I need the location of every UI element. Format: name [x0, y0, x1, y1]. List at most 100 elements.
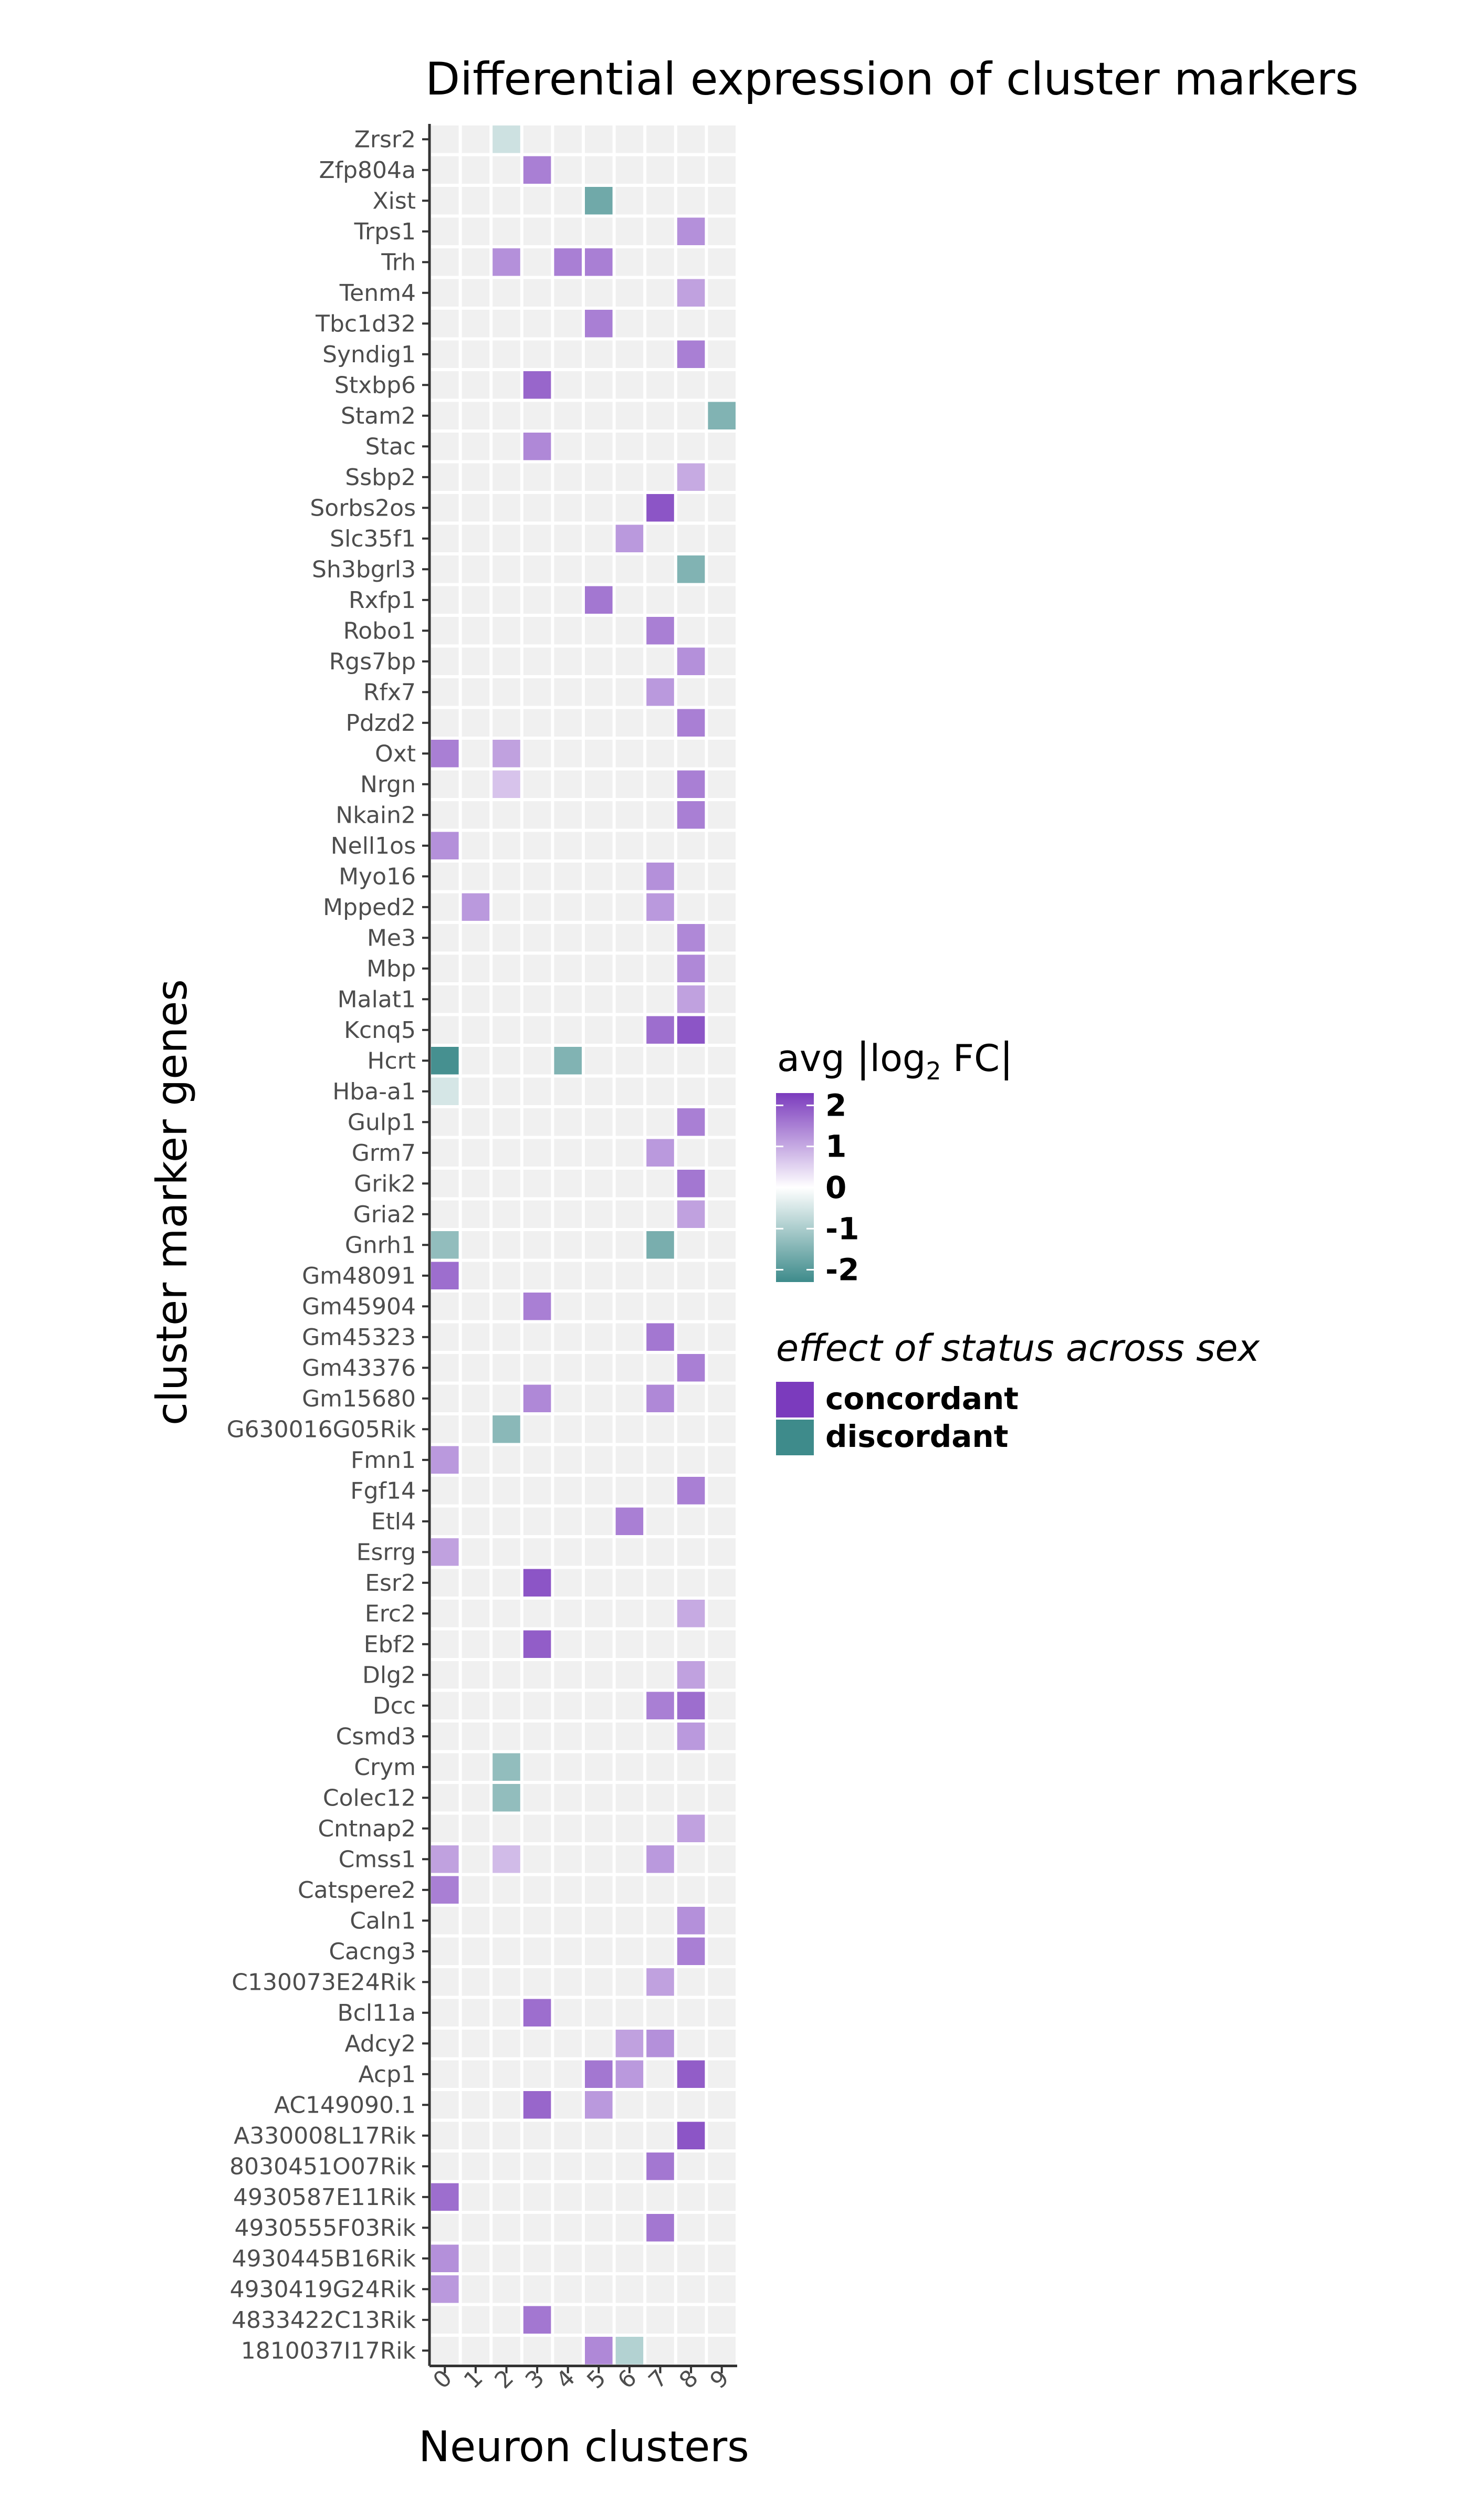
heatmap-empty-cell [554, 893, 582, 921]
heatmap-empty-cell [462, 1262, 490, 1289]
heatmap-cell-4930555F03Rik-7 [646, 2214, 674, 2242]
heatmap-empty-cell [677, 1446, 705, 1474]
heatmap-empty-cell [646, 125, 674, 153]
heatmap-empty-cell [554, 1784, 582, 1812]
heatmap-empty-cell [554, 924, 582, 952]
color-scale-ticks: 2 1 0 -1 -2 [776, 1088, 859, 1288]
heatmap-empty-cell [708, 310, 736, 338]
heatmap-cell-Ssbp2-8 [677, 463, 705, 491]
heatmap-empty-cell [523, 555, 551, 583]
heatmap-empty-cell [431, 1293, 459, 1320]
y-tick-label: Acp1 [359, 2061, 416, 2088]
heatmap-empty-cell [492, 1170, 520, 1198]
heatmap-empty-cell [523, 954, 551, 982]
heatmap-empty-cell [462, 1108, 490, 1136]
heatmap-empty-cell [615, 893, 644, 921]
heatmap-empty-cell [677, 371, 705, 399]
heatmap-empty-cell [554, 1538, 582, 1566]
y-tick-label: Dcc [373, 1693, 416, 1719]
status-legend-title: effect of status across sex [776, 1327, 1260, 1370]
heatmap-empty-cell [585, 647, 613, 675]
heatmap-empty-cell [615, 1538, 644, 1566]
heatmap-empty-cell [585, 1968, 613, 1996]
heatmap-empty-cell [585, 125, 613, 153]
heatmap-empty-cell [462, 2337, 490, 2365]
heatmap-empty-cell [708, 770, 736, 798]
y-tick-label: Myo16 [339, 863, 416, 890]
heatmap-empty-cell [492, 524, 520, 552]
heatmap-empty-cell [615, 1139, 644, 1167]
heatmap-empty-cell [615, 954, 644, 982]
heatmap-empty-cell [585, 524, 613, 552]
heatmap-empty-cell [431, 187, 459, 215]
y-tick-label: Crym [354, 1754, 416, 1781]
heatmap-empty-cell [708, 2306, 736, 2334]
heatmap-empty-cell [492, 1293, 520, 1320]
heatmap-empty-cell [431, 678, 459, 706]
heatmap-empty-cell [646, 1937, 674, 1965]
heatmap-cell-1810037I17Rik-6 [615, 2337, 644, 2365]
x-tick-label: 9 [705, 2365, 735, 2394]
heatmap-empty-cell [615, 1630, 644, 1658]
heatmap-empty-cell [492, 187, 520, 215]
heatmap-empty-cell [615, 1661, 644, 1689]
heatmap-empty-cell [523, 524, 551, 552]
heatmap-empty-cell [708, 1907, 736, 1935]
heatmap-empty-cell [646, 310, 674, 338]
heatmap-empty-cell [492, 1323, 520, 1351]
heatmap-empty-cell [492, 985, 520, 1013]
heatmap-empty-cell [523, 1047, 551, 1075]
heatmap-empty-cell [646, 1661, 674, 1689]
heatmap-empty-cell [523, 586, 551, 614]
y-tick-label: Gnrh1 [345, 1232, 416, 1258]
heatmap-empty-cell [646, 709, 674, 737]
heatmap-empty-cell [554, 1968, 582, 1996]
heatmap-cell-4930587E11Rik-0 [431, 2183, 459, 2211]
heatmap-empty-cell [646, 1907, 674, 1935]
heatmap-empty-cell [585, 1661, 613, 1689]
y-tick-label: AC149090.1 [274, 2092, 416, 2118]
y-tick-label: Adcy2 [345, 2030, 416, 2057]
heatmap-cell-Gm43376-8 [677, 1354, 705, 1382]
heatmap-empty-cell [677, 1323, 705, 1351]
heatmap-empty-cell [646, 985, 674, 1013]
heatmap-empty-cell [708, 463, 736, 491]
heatmap-empty-cell [585, 1507, 613, 1535]
heatmap-cell-Trh-5 [585, 248, 613, 276]
heatmap-empty-cell [615, 617, 644, 645]
heatmap-empty-cell [708, 586, 736, 614]
heatmap-empty-cell [585, 740, 613, 768]
heatmap-empty-cell [708, 1262, 736, 1289]
heatmap-empty-cell [615, 2152, 644, 2180]
heatmap-empty-cell [492, 2122, 520, 2149]
y-tick-label: 1810037I17Rik [241, 2337, 416, 2364]
heatmap-empty-cell [554, 1692, 582, 1719]
heatmap-empty-cell [615, 1016, 644, 1044]
heatmap-cell-Grik2-8 [677, 1170, 705, 1198]
heatmap-cell-Slc35f1-6 [615, 524, 644, 552]
heatmap-empty-cell [554, 1753, 582, 1781]
heatmap-empty-cell [585, 217, 613, 245]
heatmap-empty-cell [615, 2214, 644, 2242]
heatmap-empty-cell [462, 1968, 490, 1996]
heatmap-empty-cell [462, 1937, 490, 1965]
heatmap-cell-Acp1-5 [585, 2060, 613, 2088]
heatmap-empty-cell [708, 647, 736, 675]
heatmap-empty-cell [677, 2244, 705, 2272]
heatmap-empty-cell [585, 1200, 613, 1228]
heatmap-empty-cell [646, 647, 674, 675]
heatmap-empty-cell [492, 1047, 520, 1075]
heatmap-empty-cell [585, 402, 613, 429]
heatmap-empty-cell [431, 1784, 459, 1812]
y-tick-label: G630016G05Rik [227, 1416, 416, 1443]
heatmap-empty-cell [646, 1569, 674, 1597]
heatmap-empty-cell [492, 1999, 520, 2026]
x-tick-label: 1 [459, 2365, 488, 2394]
heatmap-cell-Gm45323-7 [646, 1323, 674, 1351]
heatmap-empty-cell [462, 2060, 490, 2088]
y-tick-label: Stam2 [341, 403, 416, 429]
heatmap-empty-cell [708, 709, 736, 737]
heatmap-empty-cell [615, 801, 644, 829]
heatmap-empty-cell [708, 217, 736, 245]
heatmap-empty-cell [431, 2337, 459, 2365]
